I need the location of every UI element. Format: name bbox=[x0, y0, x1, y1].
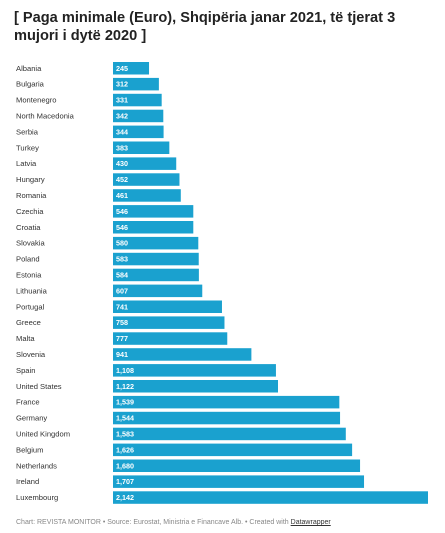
category-label-belgium: Belgium bbox=[16, 445, 43, 454]
value-label-portugal: 741 bbox=[116, 302, 128, 311]
bar-bulgaria bbox=[113, 77, 159, 91]
category-label-spain: Spain bbox=[16, 366, 35, 375]
bar-albania bbox=[113, 62, 150, 75]
bar-lithuania bbox=[113, 284, 203, 298]
bar-greece bbox=[113, 316, 225, 329]
category-label-malta: Malta bbox=[16, 334, 35, 343]
value-label-lithuania: 607 bbox=[116, 286, 128, 295]
category-label-turkey: Turkey bbox=[16, 143, 39, 152]
bar-spain bbox=[113, 364, 276, 377]
category-label-latvia: Latvia bbox=[16, 159, 37, 168]
value-label-latvia: 430 bbox=[116, 159, 128, 168]
category-label-poland: Poland bbox=[16, 255, 40, 264]
bar-chart: Albania 245 Bulgaria 312 Montenegro 331 North … bbox=[16, 62, 428, 504]
category-label-luxembourg: Luxembourg bbox=[16, 493, 58, 502]
category-label-united-states: United States bbox=[16, 382, 62, 391]
bar-belgium bbox=[113, 443, 353, 457]
bar-serbia bbox=[113, 125, 164, 139]
category-label-albania: Albania bbox=[16, 64, 42, 73]
value-label-bulgaria: 312 bbox=[116, 80, 128, 89]
bar-germany bbox=[113, 411, 341, 425]
bar-czechia bbox=[113, 205, 194, 218]
category-label-slovakia: Slovakia bbox=[16, 239, 45, 248]
bar-latvia bbox=[113, 157, 177, 170]
category-label-slovenia: Slovenia bbox=[16, 350, 46, 359]
value-label-greece: 758 bbox=[116, 318, 128, 327]
category-label-romania: Romania bbox=[16, 191, 47, 200]
category-label-portugal: Portugal bbox=[16, 302, 45, 311]
value-label-estonia: 584 bbox=[116, 270, 128, 279]
category-label-netherlands: Netherlands bbox=[16, 461, 57, 470]
bar-turkey bbox=[113, 141, 170, 154]
category-label-bulgaria: Bulgaria bbox=[16, 80, 45, 89]
bar-slovenia bbox=[113, 348, 252, 361]
bar-netherlands bbox=[113, 459, 361, 472]
bar-france bbox=[113, 395, 340, 409]
value-label-germany: 1,544 bbox=[116, 414, 134, 423]
value-label-montenegro: 331 bbox=[116, 96, 128, 105]
value-label-united-kingdom: 1,583 bbox=[116, 429, 134, 438]
bar-united-states bbox=[113, 380, 278, 393]
bar-portugal bbox=[113, 300, 222, 313]
category-label-lithuania: Lithuania bbox=[16, 286, 48, 295]
bar-poland bbox=[113, 252, 199, 266]
category-label-germany: Germany bbox=[16, 414, 47, 423]
footer-source: Chart: REVISTA MONITOR • Source: Eurosta… bbox=[16, 519, 291, 526]
bar-romania bbox=[113, 189, 181, 202]
value-label-ireland: 1,707 bbox=[116, 477, 134, 486]
category-label-estonia: Estonia bbox=[16, 270, 42, 279]
value-label-north-macedonia: 342 bbox=[116, 111, 128, 120]
value-label-turkey: 383 bbox=[116, 143, 128, 152]
value-label-netherlands: 1,680 bbox=[116, 461, 134, 470]
category-label-ireland: Ireland bbox=[16, 477, 39, 486]
value-label-poland: 583 bbox=[116, 255, 128, 264]
category-label-czechia: Czechia bbox=[16, 207, 44, 216]
value-label-spain: 1,108 bbox=[116, 366, 134, 375]
category-label-france: France bbox=[16, 398, 40, 407]
category-label-united-kingdom: United Kingdom bbox=[16, 429, 70, 438]
chart-footer: Chart: REVISTA MONITOR • Source: Eurosta… bbox=[16, 519, 331, 526]
bar-estonia bbox=[113, 268, 199, 282]
chart-title: [ Paga minimale (Euro), Shqipëria janar … bbox=[14, 10, 396, 44]
value-label-croatia: 546 bbox=[116, 223, 128, 232]
value-label-hungary: 452 bbox=[116, 175, 128, 184]
category-label-serbia: Serbia bbox=[16, 127, 39, 136]
category-label-hungary: Hungary bbox=[16, 175, 45, 184]
bar-ireland bbox=[113, 475, 365, 488]
category-label-north-macedonia: North Macedonia bbox=[16, 111, 75, 120]
value-label-slovenia: 941 bbox=[116, 350, 128, 359]
bar-malta bbox=[113, 332, 228, 345]
value-label-serbia: 344 bbox=[116, 127, 128, 136]
value-label-czechia: 546 bbox=[116, 207, 128, 216]
value-label-luxembourg: 2,142 bbox=[116, 493, 134, 502]
category-label-montenegro: Montenegro bbox=[16, 96, 57, 105]
datawrapper-link[interactable]: Datawrapper bbox=[290, 519, 331, 526]
category-label-greece: Greece bbox=[16, 318, 41, 327]
value-label-united-states: 1,122 bbox=[116, 382, 134, 391]
bar-luxembourg bbox=[113, 491, 428, 504]
bar-united-kingdom bbox=[113, 427, 346, 441]
value-label-albania: 245 bbox=[116, 64, 128, 73]
bar-north-macedonia bbox=[113, 109, 164, 123]
bar-croatia bbox=[113, 221, 194, 234]
value-label-belgium: 1,626 bbox=[116, 445, 134, 454]
bar-hungary bbox=[113, 173, 180, 186]
value-label-romania: 461 bbox=[116, 191, 128, 200]
bar-montenegro bbox=[113, 93, 162, 107]
category-label-croatia: Croatia bbox=[16, 223, 41, 232]
value-label-malta: 777 bbox=[116, 334, 128, 343]
value-label-slovakia: 580 bbox=[116, 239, 128, 248]
value-label-france: 1,539 bbox=[116, 398, 134, 407]
bar-slovakia bbox=[113, 236, 199, 250]
